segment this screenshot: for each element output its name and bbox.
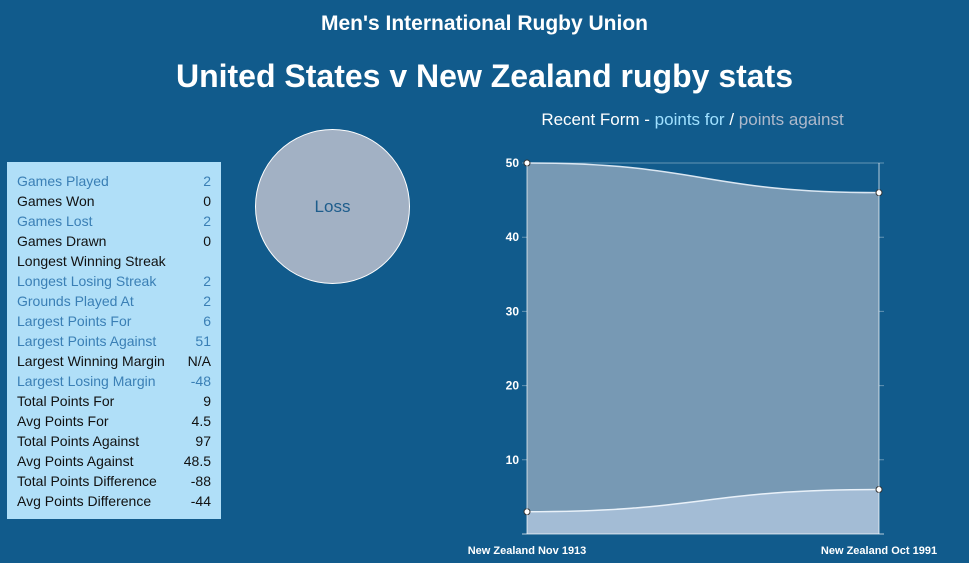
stat-value: 2	[203, 173, 211, 189]
stat-row: Avg Points Against 48.5	[17, 451, 211, 471]
stat-value: 51	[195, 333, 211, 349]
stat-row: Grounds Played At 2	[17, 291, 211, 311]
stat-row: Games Played 2	[17, 171, 211, 191]
stat-row: Total Points Difference -88	[17, 471, 211, 491]
stat-label: Total Points Difference	[17, 473, 157, 489]
stat-row: Longest Losing Streak 2	[17, 271, 211, 291]
stats-panel: Games Played 2 Games Won 0 Games Lost 2 Games …	[7, 162, 221, 519]
stat-row: Longest Winning Streak	[17, 251, 211, 271]
stat-label: Total Points Against	[17, 433, 140, 449]
stat-row: Games Lost 2	[17, 211, 211, 231]
stat-label: Avg Points Difference	[17, 493, 152, 509]
site-title: Men's International Rugby Union	[321, 12, 648, 35]
stat-label: Longest Winning Streak	[17, 253, 166, 269]
stat-row: Largest Points Against 51	[17, 331, 211, 351]
y-tick-label: 50	[506, 156, 520, 170]
series-area	[527, 489, 879, 534]
stat-row: Games Won 0	[17, 191, 211, 211]
stat-value: 6	[203, 313, 211, 329]
stat-value: -44	[190, 493, 211, 509]
stat-label: Games Drawn	[17, 233, 107, 249]
stat-value: 0	[203, 193, 211, 209]
x-tick-label: New Zealand Oct 1991	[821, 545, 937, 557]
stat-value: 4.5	[191, 413, 211, 429]
x-tick-label: New Zealand Nov 1913	[468, 545, 587, 557]
stat-row: Largest Losing Margin -48	[17, 371, 211, 391]
legend-points-against[interactable]: points against	[738, 110, 844, 129]
stat-value: 97	[195, 433, 211, 449]
series-area	[527, 163, 879, 534]
series-line	[526, 162, 880, 194]
form-separator: /	[724, 110, 739, 129]
series-line	[526, 488, 880, 513]
stat-value: -48	[190, 373, 211, 389]
y-tick-label: 30	[506, 304, 520, 318]
legend-points-for[interactable]: points for	[654, 110, 725, 129]
y-tick-label: 10	[506, 453, 520, 467]
stat-row: Avg Points Difference -44	[17, 491, 211, 511]
stat-value: 9	[203, 393, 211, 409]
chart-title: Recent Form - points for / points agains…	[430, 110, 955, 130]
stat-label: Largest Points For	[17, 313, 132, 329]
form-prefix: Recent Form -	[541, 110, 655, 129]
y-tick-label: 40	[506, 230, 520, 244]
stat-row: Total Points For 9	[17, 391, 211, 411]
result-label: Loss	[314, 196, 351, 216]
stat-row: Games Drawn 0	[17, 231, 211, 251]
stat-value: 0	[203, 233, 211, 249]
stat-label: Avg Points For	[17, 413, 109, 429]
stat-label: Largest Winning Margin	[17, 353, 165, 369]
stat-label: Games Played	[17, 173, 109, 189]
stat-label: Avg Points Against	[17, 453, 134, 469]
stat-label: Total Points For	[17, 393, 115, 409]
stat-label: Largest Points Against	[17, 333, 157, 349]
stat-row: Total Points Against 97	[17, 431, 211, 451]
page-title: United States v New Zealand rugby stats	[175, 58, 794, 94]
stat-value: 48.5	[183, 453, 211, 469]
stat-label: Grounds Played At	[17, 293, 134, 309]
stat-value: 2	[203, 273, 211, 289]
stat-label: Games Won	[17, 193, 95, 209]
stat-label: Games Lost	[17, 213, 93, 229]
stat-value: 2	[203, 293, 211, 309]
stat-label: Longest Losing Streak	[17, 273, 157, 289]
stat-row: Largest Points For 6	[17, 311, 211, 331]
result-badge: Loss	[255, 129, 410, 284]
y-tick-label: 20	[506, 379, 520, 393]
stat-value: -88	[190, 473, 211, 489]
stat-value: N/A	[187, 353, 211, 369]
stat-value: 2	[203, 213, 211, 229]
stat-row: Avg Points For 4.5	[17, 411, 211, 431]
stat-row: Largest Winning Margin N/A	[17, 351, 211, 371]
stat-label: Largest Losing Margin	[17, 373, 156, 389]
